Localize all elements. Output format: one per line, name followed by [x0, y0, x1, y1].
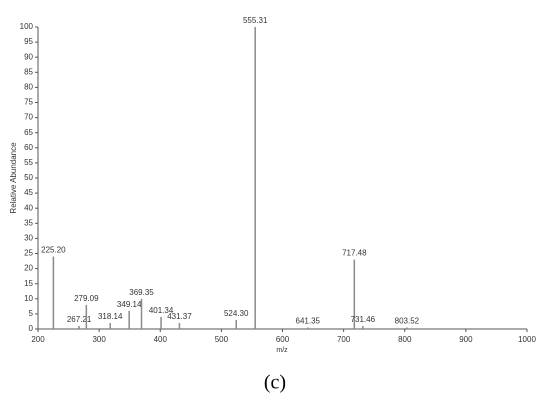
peak-label: 555.31: [243, 16, 268, 25]
y-tick-label: 0: [29, 324, 34, 333]
y-tick-label: 50: [24, 173, 33, 182]
peak-label: 641.35: [296, 317, 321, 326]
y-tick-label: 85: [24, 67, 33, 76]
peak-label: 369.35: [129, 288, 154, 297]
x-tick-label: 400: [154, 335, 168, 344]
y-axis-label: Relative Abundance: [9, 142, 18, 214]
peak-label: 401.34: [149, 306, 174, 315]
peak-label: 349.14: [117, 300, 142, 309]
peak-label: 279.09: [74, 294, 99, 303]
x-axis-label: m/z: [276, 347, 288, 354]
y-tick-label: 10: [24, 294, 33, 303]
peak-label: 717.48: [342, 249, 367, 258]
y-tick-label: 35: [24, 218, 33, 227]
y-tick-label: 75: [24, 98, 33, 107]
peak-label: 731.46: [351, 315, 376, 324]
peak-label: 803.52: [395, 317, 420, 326]
x-tick-label: 500: [215, 335, 229, 344]
peak-label: 267.21: [67, 315, 92, 324]
peak-label: 318.14: [98, 312, 123, 321]
y-tick-label: 80: [24, 83, 33, 92]
y-tick-label: 20: [24, 264, 33, 273]
x-tick-label: 600: [276, 335, 290, 344]
y-tick-label: 70: [24, 113, 33, 122]
y-tick-label: 45: [24, 188, 33, 197]
x-tick-label: 1000: [518, 335, 536, 344]
y-tick-label: 15: [24, 279, 33, 288]
y-tick-label: 30: [24, 234, 33, 243]
x-tick-label: 300: [92, 335, 106, 344]
y-tick-label: 60: [24, 143, 33, 152]
y-tick-label: 90: [24, 52, 33, 61]
peak-label: 225.20: [41, 246, 66, 255]
caption: (c): [264, 372, 286, 394]
x-tick-label: 900: [459, 335, 473, 344]
y-tick-label: 100: [20, 22, 34, 31]
y-tick-label: 40: [24, 203, 33, 212]
peak-label: 431.37: [167, 312, 192, 321]
y-tick-label: 5: [29, 309, 34, 318]
y-tick-label: 25: [24, 249, 33, 258]
y-tick-label: 55: [24, 158, 33, 167]
y-tick-label: 95: [24, 37, 33, 46]
x-tick-label: 200: [31, 335, 45, 344]
x-tick-label: 800: [398, 335, 412, 344]
y-tick-label: 65: [24, 128, 33, 137]
x-tick-label: 700: [337, 335, 351, 344]
peak-label: 524.30: [224, 309, 249, 318]
